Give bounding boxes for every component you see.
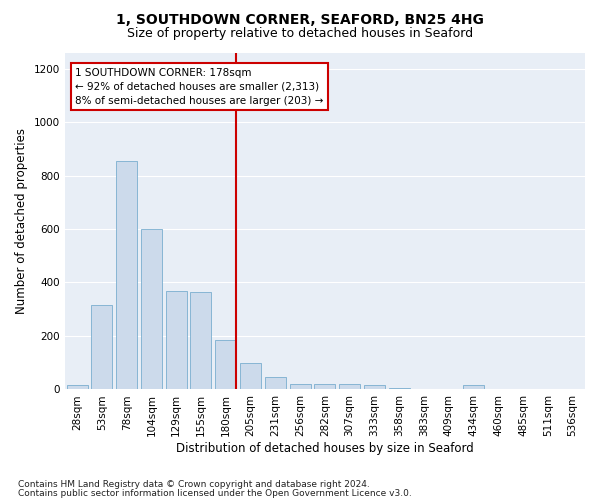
Bar [190,292,211,390]
Bar [91,305,112,390]
Text: Contains HM Land Registry data © Crown copyright and database right 2024.: Contains HM Land Registry data © Crown c… [18,480,370,489]
Bar [116,161,137,390]
X-axis label: Distribution of detached houses by size in Seaford: Distribution of detached houses by size … [176,442,474,455]
Bar [314,384,335,390]
Text: 1 SOUTHDOWN CORNER: 178sqm
← 92% of detached houses are smaller (2,313)
8% of se: 1 SOUTHDOWN CORNER: 178sqm ← 92% of deta… [75,68,323,106]
Bar [67,386,88,390]
Bar [141,229,162,390]
Bar [215,340,236,390]
Text: Contains public sector information licensed under the Open Government Licence v3: Contains public sector information licen… [18,488,412,498]
Bar [364,386,385,390]
Text: Size of property relative to detached houses in Seaford: Size of property relative to detached ho… [127,28,473,40]
Bar [389,388,410,390]
Bar [463,386,484,390]
Bar [339,384,360,390]
Text: 1, SOUTHDOWN CORNER, SEAFORD, BN25 4HG: 1, SOUTHDOWN CORNER, SEAFORD, BN25 4HG [116,12,484,26]
Bar [265,378,286,390]
Y-axis label: Number of detached properties: Number of detached properties [15,128,28,314]
Bar [290,384,311,390]
Bar [166,290,187,390]
Bar [240,362,261,390]
